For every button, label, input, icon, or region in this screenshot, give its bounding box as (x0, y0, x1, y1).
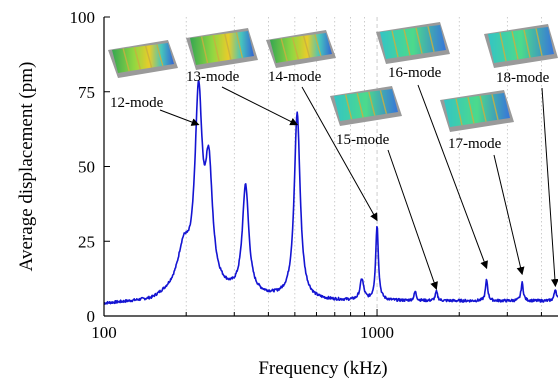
thumbnail-ridge (314, 34, 322, 56)
thumbnail-ridge (356, 93, 364, 118)
mode-annotations: 12-mode 13-mode 14-mode 15-mode 16-mode 17-mo… (110, 65, 558, 291)
mode-arrow (541, 87, 558, 288)
thumbnail-ridge (212, 35, 220, 62)
thumbnail-ridge (455, 98, 463, 126)
thumbnail-ridge (133, 47, 142, 70)
mode-label: 12-mode (110, 95, 164, 111)
x-tick-label: 1000 (360, 323, 394, 342)
thumbnail-ridge (302, 35, 311, 58)
mode-label: 18-mode (496, 70, 550, 86)
thumbnail-ridge (224, 33, 232, 60)
thumbnail-ridge (122, 48, 130, 72)
mode-label: 17-mode (448, 136, 502, 152)
mode-shape-insets (108, 22, 558, 132)
thumbnail-ridge (368, 91, 376, 116)
mode-arrow (159, 109, 200, 126)
mode-shape-thumbnail (330, 86, 402, 126)
mode-shape-thumbnail (108, 40, 178, 78)
thumbnail-ridge (379, 90, 388, 114)
y-axis-label: Average displacement (pm) (16, 62, 37, 272)
x-tick-label: 100 (91, 323, 117, 342)
mode-shape-thumbnail (266, 30, 336, 68)
thumbnail-ridge (391, 30, 399, 58)
series-layer (103, 80, 558, 305)
mode-label: 15-mode (336, 132, 390, 148)
mode-shape-thumbnail (440, 90, 514, 132)
y-tick-label: 25 (78, 232, 95, 251)
thumbnail-ridge (491, 94, 499, 120)
thumbnail-ridge (235, 32, 244, 58)
thumbnail-ridge (291, 37, 300, 60)
thumbnail-ridge (415, 27, 423, 54)
mode-arrow (387, 149, 438, 291)
y-tick-label: 75 (78, 83, 95, 102)
mode-label: 16-mode (388, 65, 442, 81)
y-tick-label: 50 (78, 158, 95, 177)
thumbnail-ridge (511, 31, 519, 60)
thumbnail-ridge (523, 29, 531, 58)
axis-ticks: 0 25 50 75 100 100 1000 (70, 8, 542, 342)
thumbnail-ridge (144, 45, 153, 68)
thumbnail-ridge (467, 97, 475, 124)
thumbnail-ridge (156, 44, 164, 66)
thumbnail-ridge (200, 36, 209, 64)
y-tick-label: 0 (87, 307, 96, 326)
mode-arrow (301, 86, 378, 222)
thumbnail-ridge (280, 38, 288, 62)
thumbnail-ridge (344, 94, 353, 120)
thumbnail-ridge (535, 28, 543, 56)
thumbnail-ridge (427, 26, 435, 52)
mode-arrow (493, 154, 525, 276)
thumbnail-ridge (499, 32, 507, 62)
mode-shape-thumbnail (186, 28, 258, 70)
mode-label: 14-mode (268, 69, 322, 85)
mode-arrow (221, 86, 299, 126)
thumbnail-ridge (403, 29, 411, 56)
mode-label: 13-mode (186, 69, 240, 85)
mode-shape-thumbnail (376, 22, 450, 64)
thumbnail-ridge (479, 95, 487, 122)
y-tick-label: 100 (70, 8, 96, 27)
series-line (103, 80, 558, 305)
mode-arrow (417, 84, 488, 270)
x-axis-label: Frequency (kHz) (258, 358, 387, 379)
mode-shape-thumbnail (484, 24, 558, 68)
